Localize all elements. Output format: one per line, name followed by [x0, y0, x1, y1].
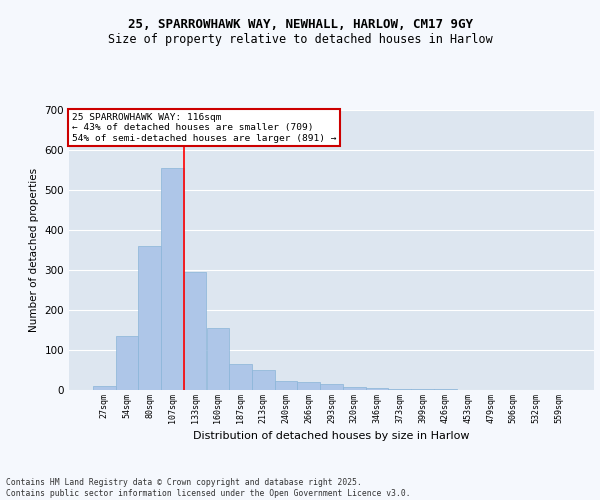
Text: 25, SPARROWHAWK WAY, NEWHALL, HARLOW, CM17 9GY: 25, SPARROWHAWK WAY, NEWHALL, HARLOW, CM… [128, 18, 473, 30]
Bar [320, 384, 343, 390]
Bar [93, 386, 116, 390]
Bar [275, 381, 298, 390]
Bar [184, 272, 206, 390]
Text: Contains HM Land Registry data © Crown copyright and database right 2025.
Contai: Contains HM Land Registry data © Crown c… [6, 478, 410, 498]
Bar [343, 387, 365, 390]
X-axis label: Distribution of detached houses by size in Harlow: Distribution of detached houses by size … [193, 431, 470, 441]
Bar [388, 389, 411, 390]
Bar [206, 328, 229, 390]
Bar [365, 388, 388, 390]
Bar [434, 389, 457, 390]
Bar [229, 364, 252, 390]
Bar [252, 370, 275, 390]
Bar [411, 389, 434, 390]
Text: 25 SPARROWHAWK WAY: 116sqm
← 43% of detached houses are smaller (709)
54% of sem: 25 SPARROWHAWK WAY: 116sqm ← 43% of deta… [71, 113, 336, 142]
Bar [139, 246, 161, 390]
Bar [298, 382, 320, 390]
Bar [161, 168, 184, 390]
Bar [116, 336, 139, 390]
Text: Size of property relative to detached houses in Harlow: Size of property relative to detached ho… [107, 32, 493, 46]
Y-axis label: Number of detached properties: Number of detached properties [29, 168, 39, 332]
